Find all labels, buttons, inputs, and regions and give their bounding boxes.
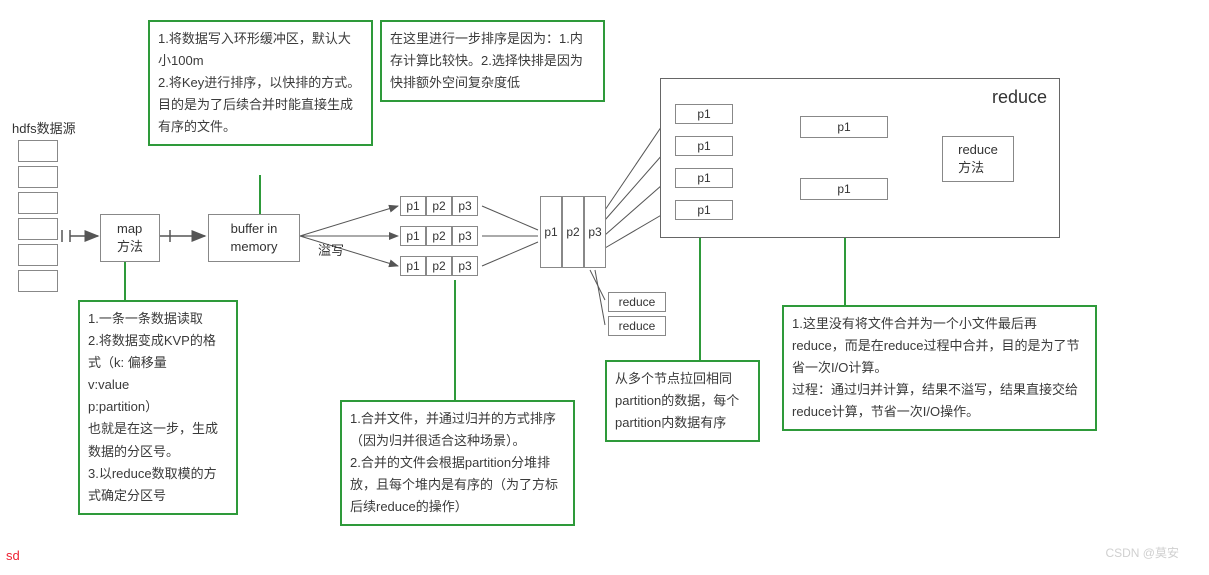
buffer-box: buffer in memory <box>208 214 300 262</box>
note-map: 1.一条一条数据读取 2.将数据变成KVP的格式（k: 偏移量 v:value … <box>78 300 238 515</box>
note-buffer: 1.将数据写入环形缓冲区，默认大小100m 2.将Key进行排序，以快排的方式。… <box>148 20 373 146</box>
note-merge: 1.合并文件，并通过归并的方式排序（因为归并很适合这种场景）。 2.合并的文件会… <box>340 400 575 526</box>
reduce-title: reduce <box>992 87 1047 108</box>
map-box: map 方法 <box>100 214 160 262</box>
watermark: CSDN @莫安 <box>1105 544 1179 561</box>
note-reduce-merge: 1.这里没有将文件合并为一个小文件最后再reduce，而是在reduce过程中合… <box>782 305 1097 431</box>
reduce-merge-2: p1 <box>800 178 888 200</box>
reduce-out-2: reduce <box>608 316 666 336</box>
reduce-method-box: reduce 方法 <box>942 136 1014 182</box>
note-sort-reason: 在这里进行一步排序是因为：1.内存计算比较快。2.选择快排是因为快排额外空间复杂… <box>380 20 605 102</box>
hdfs-label: hdfs数据源 <box>12 118 76 137</box>
spill-label: 溢写 <box>318 240 344 259</box>
note-pull: 从多个节点拉回相同partition的数据，每个partition内数据有序 <box>605 360 760 442</box>
sd-label: sd <box>6 548 20 563</box>
reduce-out-1: reduce <box>608 292 666 312</box>
reduce-merge-1: p1 <box>800 116 888 138</box>
